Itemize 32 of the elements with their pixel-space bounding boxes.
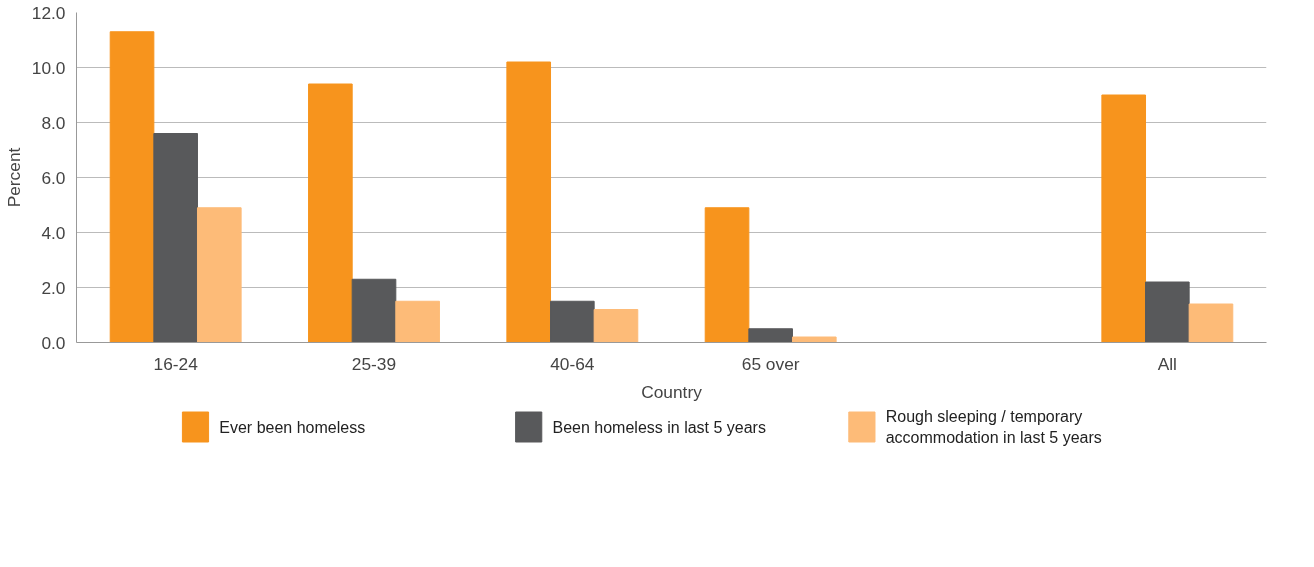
y-tick-label: 2.0 [41,277,66,298]
legend-label: Ever been homeless [219,418,366,436]
legend-label: Been homeless in last 5 years [552,418,766,436]
bar [196,207,242,343]
x-axis-title: Country [641,381,703,402]
y-tick-label: 12.0 [31,2,66,23]
bar [791,336,837,343]
bar [550,300,595,343]
bar [351,278,397,343]
bar [1145,281,1190,343]
bar [1188,303,1234,343]
y-tick-label: 8.0 [41,112,66,133]
y-tick-label: 0.0 [41,332,66,353]
bar [153,133,198,343]
bar [593,309,639,343]
bar [308,83,353,343]
bar [395,300,440,343]
y-tick-label: 6.0 [41,167,66,188]
y-tick-label: 4.0 [41,222,66,243]
bar [748,328,793,343]
x-tick-label: 16-24 [153,353,199,374]
y-tick-label: 10.0 [31,57,66,78]
y-axis-title: Percent [3,147,24,208]
x-tick-label: 40-64 [550,353,595,374]
bar [704,207,750,343]
x-tick-label: 25-39 [351,353,397,374]
bar [1101,94,1147,343]
legend-label: Rough sleeping / temporary accommodation in last 5 years [885,408,1102,446]
x-tick-label: 65 over [741,353,800,374]
bar [109,31,155,343]
x-tick-label: All [1157,353,1177,374]
bar [506,61,552,343]
